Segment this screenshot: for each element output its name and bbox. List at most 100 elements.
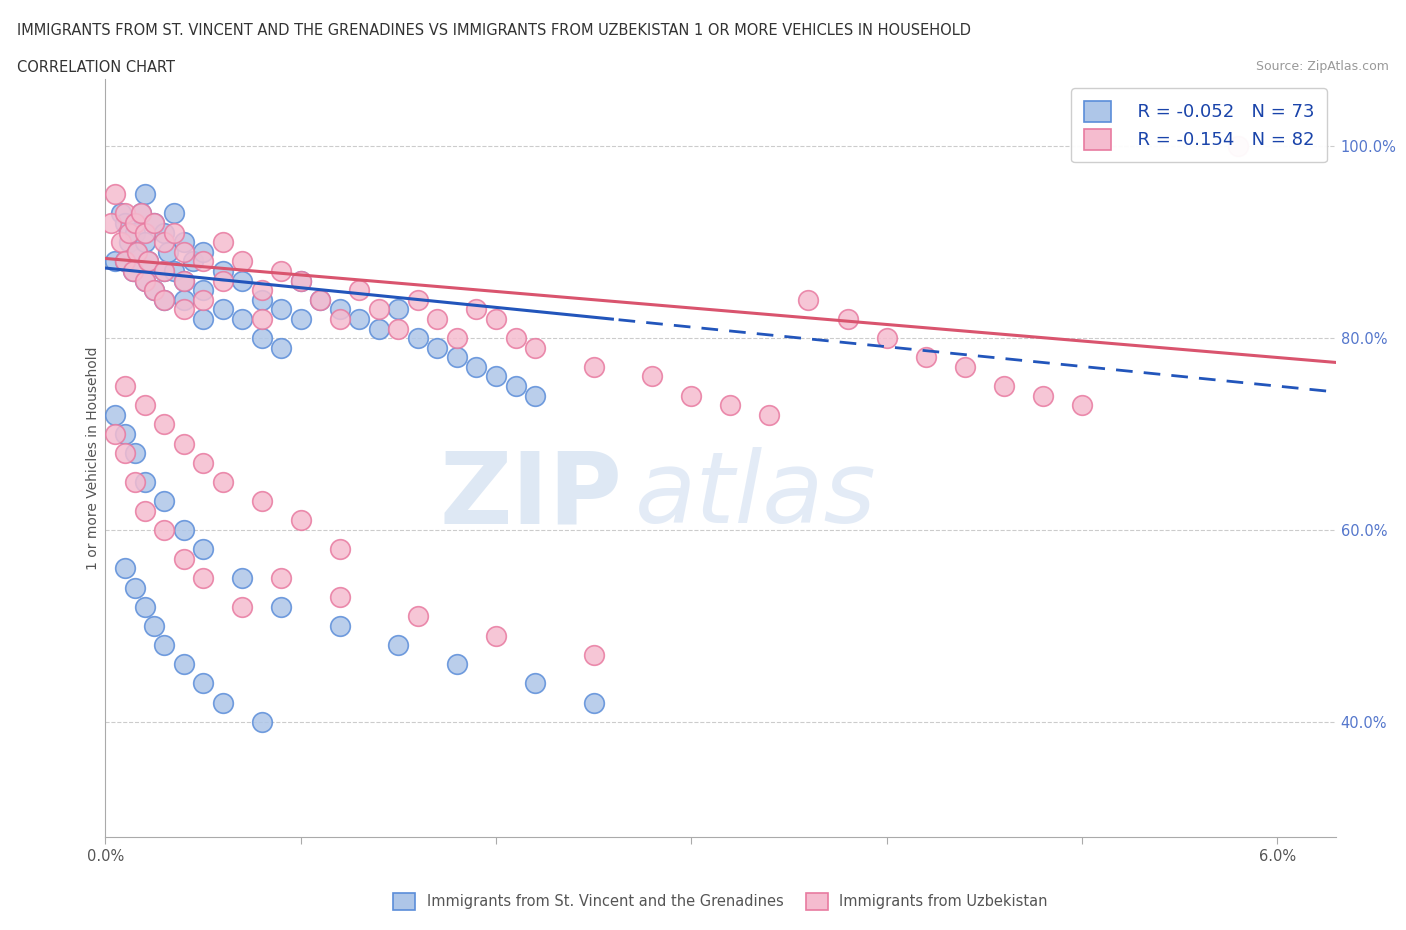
- Point: [446, 331, 468, 346]
- Point: [104, 254, 127, 269]
- Point: [124, 474, 146, 489]
- Point: [134, 273, 156, 288]
- Point: [191, 283, 214, 298]
- Point: [114, 216, 136, 231]
- Point: [270, 302, 292, 317]
- Point: [153, 263, 176, 278]
- Point: [270, 263, 292, 278]
- Point: [124, 216, 146, 231]
- Point: [465, 359, 488, 374]
- Point: [250, 292, 273, 307]
- Point: [104, 187, 127, 202]
- Point: [349, 283, 371, 298]
- Point: [124, 580, 146, 595]
- Point: [134, 187, 156, 202]
- Point: [681, 388, 703, 403]
- Point: [118, 225, 141, 240]
- Point: [143, 618, 166, 633]
- Point: [114, 561, 136, 576]
- Point: [290, 273, 312, 288]
- Point: [183, 254, 205, 269]
- Point: [173, 551, 195, 566]
- Point: [250, 714, 273, 729]
- Point: [134, 398, 156, 413]
- Point: [387, 321, 409, 336]
- Point: [485, 369, 508, 384]
- Point: [114, 445, 136, 460]
- Point: [191, 245, 214, 259]
- Point: [163, 263, 186, 278]
- Point: [191, 456, 214, 471]
- Point: [485, 312, 508, 326]
- Point: [143, 216, 166, 231]
- Point: [524, 340, 547, 355]
- Text: CORRELATION CHART: CORRELATION CHART: [17, 60, 174, 75]
- Text: atlas: atlas: [634, 447, 876, 544]
- Point: [153, 234, 176, 249]
- Point: [173, 245, 195, 259]
- Point: [163, 206, 186, 220]
- Point: [153, 494, 176, 509]
- Point: [100, 216, 122, 231]
- Point: [231, 599, 253, 614]
- Point: [582, 359, 605, 374]
- Point: [134, 503, 156, 518]
- Point: [426, 340, 449, 355]
- Point: [426, 312, 449, 326]
- Point: [524, 676, 547, 691]
- Point: [485, 628, 508, 643]
- Point: [121, 263, 143, 278]
- Point: [114, 254, 136, 269]
- Point: [505, 379, 527, 393]
- Point: [1032, 388, 1054, 403]
- Point: [114, 254, 136, 269]
- Point: [1070, 398, 1092, 413]
- Point: [143, 283, 166, 298]
- Point: [153, 638, 176, 653]
- Point: [211, 234, 233, 249]
- Point: [191, 292, 214, 307]
- Point: [290, 513, 312, 528]
- Point: [143, 216, 166, 231]
- Point: [1227, 139, 1250, 153]
- Point: [124, 225, 146, 240]
- Point: [138, 254, 160, 269]
- Point: [191, 542, 214, 557]
- Point: [309, 292, 332, 307]
- Point: [876, 331, 898, 346]
- Point: [173, 273, 195, 288]
- Point: [114, 206, 136, 220]
- Point: [153, 523, 176, 538]
- Point: [329, 542, 352, 557]
- Point: [446, 350, 468, 365]
- Point: [797, 292, 820, 307]
- Text: ZIP: ZIP: [439, 447, 621, 544]
- Point: [110, 206, 132, 220]
- Point: [837, 312, 859, 326]
- Point: [138, 254, 160, 269]
- Point: [104, 427, 127, 442]
- Text: IMMIGRANTS FROM ST. VINCENT AND THE GRENADINES VS IMMIGRANTS FROM UZBEKISTAN 1 O: IMMIGRANTS FROM ST. VINCENT AND THE GREN…: [17, 23, 972, 38]
- Point: [129, 206, 152, 220]
- Point: [173, 292, 195, 307]
- Point: [290, 273, 312, 288]
- Point: [329, 590, 352, 604]
- Legend: Immigrants from St. Vincent and the Grenadines, Immigrants from Uzbekistan: Immigrants from St. Vincent and the Gren…: [387, 885, 1054, 917]
- Point: [524, 388, 547, 403]
- Point: [173, 234, 195, 249]
- Point: [134, 225, 156, 240]
- Point: [582, 696, 605, 711]
- Point: [231, 254, 253, 269]
- Point: [125, 245, 148, 259]
- Point: [114, 427, 136, 442]
- Point: [153, 263, 176, 278]
- Point: [329, 618, 352, 633]
- Point: [110, 234, 132, 249]
- Point: [329, 302, 352, 317]
- Point: [465, 302, 488, 317]
- Point: [121, 263, 143, 278]
- Point: [309, 292, 332, 307]
- Point: [211, 474, 233, 489]
- Point: [329, 312, 352, 326]
- Point: [191, 312, 214, 326]
